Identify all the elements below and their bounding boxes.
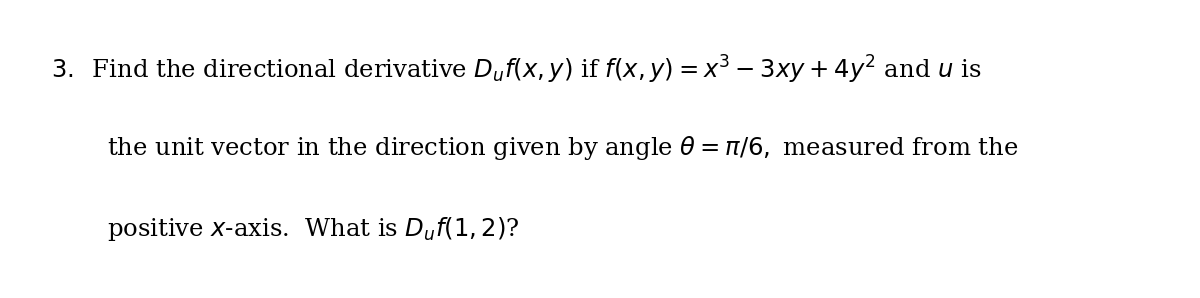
Text: the unit vector in the direction given by angle $\theta=\pi/6,$ measured from th: the unit vector in the direction given b… — [107, 134, 1019, 162]
Text: positive $x$-axis.  What is $D_u f(1,2)$?: positive $x$-axis. What is $D_u f(1,2)$? — [107, 215, 520, 243]
Text: $3.\;\;$Find the directional derivative $D_u f(x,y)$ if $f(x,y)=x^3-3xy+4y^2$ an: $3.\;\;$Find the directional derivative … — [50, 54, 982, 86]
